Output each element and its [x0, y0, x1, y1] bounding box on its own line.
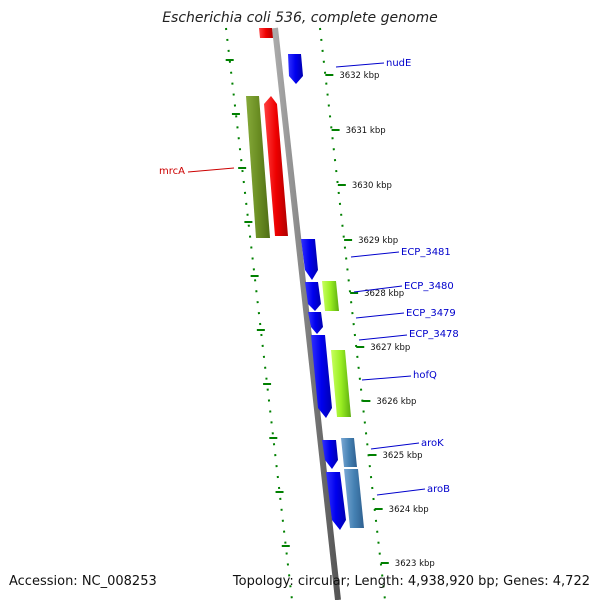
gene-arrow-ECP_3480[interactable] — [322, 281, 339, 311]
leader-line — [376, 488, 426, 496]
gene-arrow-aroB[interactable] — [326, 472, 346, 530]
gene-arrow[interactable] — [259, 28, 273, 38]
gene-arrow-ECP_3478[interactable] — [308, 312, 323, 334]
inner-tick-marks — [225, 59, 290, 547]
gene-labels: nudE mrcA ECP_3481 ECP_3480 ECP_3479 ECP_3478… — [159, 58, 459, 496]
gene-label-aroK[interactable]: aroK — [421, 438, 444, 449]
inner-ring — [225, 27, 293, 600]
gene-label-aroB[interactable]: aroB — [427, 484, 450, 495]
tick-label: 3625 kbp — [383, 451, 423, 461]
map-title: Escherichia coli 536, complete genome — [162, 10, 438, 26]
tick-label: 3627 kbp — [370, 343, 410, 353]
gene-label-hofQ[interactable]: hofQ — [413, 370, 437, 381]
accession-label: Accession: NC_008253 — [9, 574, 157, 589]
gene-label-mrcA[interactable]: mrcA — [159, 166, 185, 177]
gene-arrow-aroK[interactable] — [322, 440, 338, 469]
tick-label: 3624 kbp — [389, 505, 429, 515]
gene-arrow-ECP_3481[interactable] — [301, 239, 318, 280]
gene-label-ECP_3478[interactable]: ECP_3478 — [409, 329, 459, 340]
gene-arrow-hofQ[interactable] — [311, 335, 332, 418]
leader-line — [355, 312, 405, 319]
tick-label: 3630 kbp — [352, 181, 392, 191]
topology-label: Topology: circular; Length: 4,938,920 bp… — [232, 574, 590, 589]
tick-label: 3628 kbp — [364, 289, 404, 299]
gene-features — [246, 28, 364, 530]
tick-label: 3623 kbp — [395, 559, 435, 569]
scale-ticks: 3632 kbp 3631 kbp 3630 kbp 3629 kbp 3628 kbp… — [325, 71, 435, 569]
tick-label: 3632 kbp — [339, 71, 379, 81]
leader-line — [361, 375, 412, 381]
leader-line — [350, 251, 400, 258]
gene-label-ECP_3481[interactable]: ECP_3481 — [401, 247, 451, 258]
gene-label-ECP_3479[interactable]: ECP_3479 — [406, 308, 456, 319]
leader-line — [353, 285, 403, 293]
tick-label: 3629 kbp — [358, 236, 398, 246]
gene-arrow-olive[interactable] — [246, 96, 270, 238]
gene-arrow-lime[interactable] — [331, 350, 351, 417]
leader-line — [370, 442, 420, 450]
tick-label: 3626 kbp — [376, 397, 416, 407]
gene-label-nudE[interactable]: nudE — [386, 58, 411, 69]
gene-arrow-steel2[interactable] — [344, 469, 364, 528]
gene-arrow-steel1[interactable] — [341, 438, 357, 467]
gene-arrow-mrcA[interactable] — [264, 96, 288, 236]
gene-arrow-ECP_3479[interactable] — [305, 282, 321, 311]
gene-label-ECP_3480[interactable]: ECP_3480 — [404, 281, 454, 292]
leader-line — [187, 167, 235, 173]
tick-label: 3631 kbp — [346, 126, 386, 136]
leader-line — [358, 334, 408, 341]
genome-backbone — [272, 27, 341, 600]
outer-ring — [319, 27, 386, 600]
leader-line — [335, 62, 385, 68]
gene-arrow-nudE[interactable] — [288, 54, 303, 84]
